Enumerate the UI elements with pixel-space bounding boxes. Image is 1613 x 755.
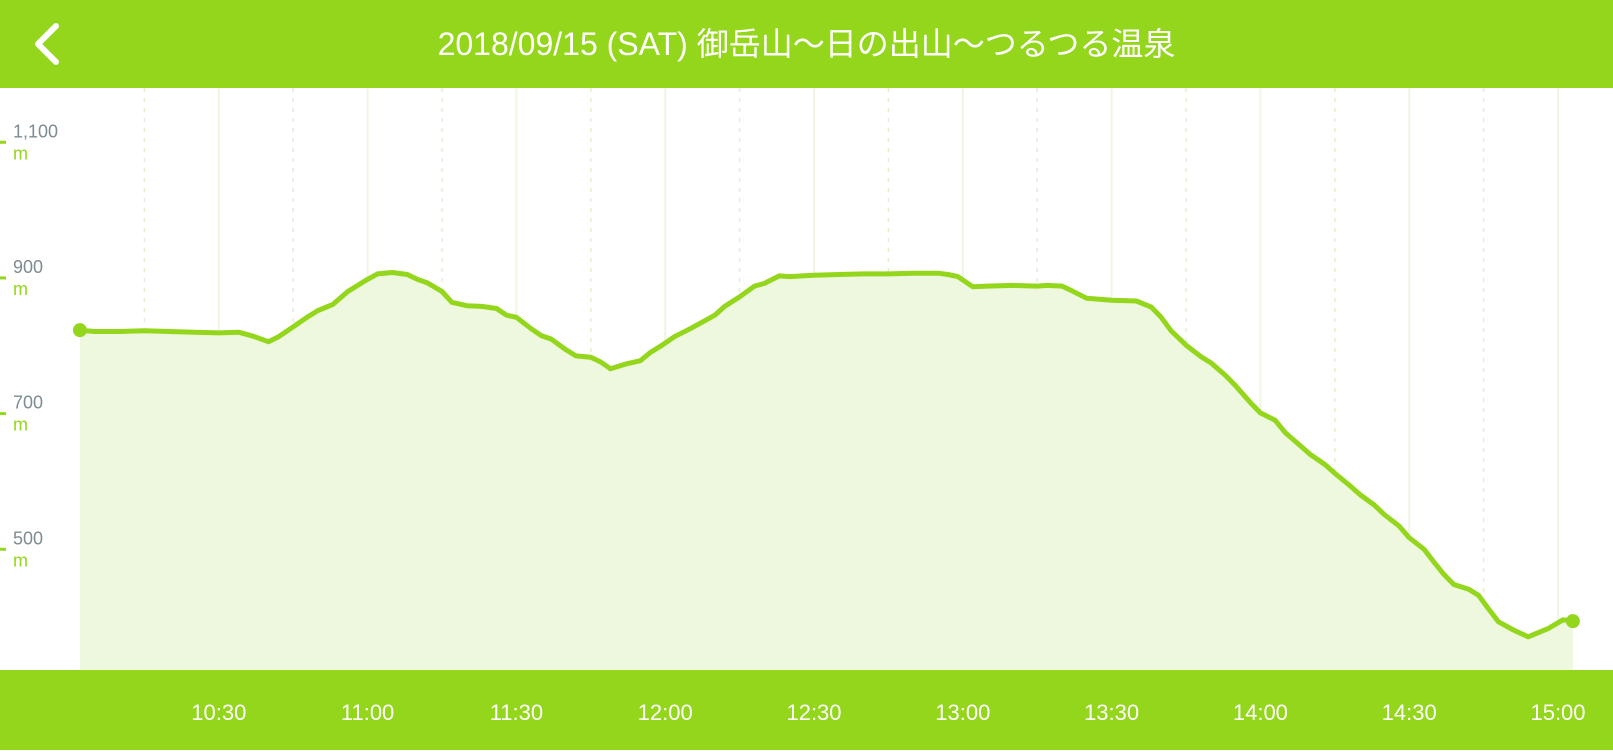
y-unit-label: m: [13, 143, 28, 163]
x-tick-label: 11:00: [341, 700, 394, 725]
plot-layer: [72, 270, 1580, 670]
y-tick-label: 700: [13, 393, 43, 413]
elevation-area: [79, 272, 1573, 670]
elevation-chart: 1,100 m 900 m 700 m 500 m: [0, 88, 1613, 670]
page-title: 2018/09/15 (SAT) 御岳山〜日の出山〜つるつる温泉: [437, 26, 1176, 62]
x-tick-label: 13:30: [1084, 700, 1139, 725]
x-axis: 10:30 11:00 11:30 12:00 12:30 13:00 13:30 14:00…: [191, 700, 1585, 725]
end-point: [1565, 614, 1580, 629]
chevron-left-icon: [35, 23, 59, 65]
x-axis-bar: 10:30 11:00 11:30 12:00 12:30 13:00 13:30 14:00…: [0, 670, 1613, 750]
x-tick-label: 14:30: [1382, 700, 1437, 725]
x-tick-label: 13:00: [935, 700, 990, 725]
y-tick-label: 500: [13, 528, 43, 548]
y-unit-label: m: [13, 550, 28, 570]
x-tick-label: 12:00: [638, 700, 693, 725]
header: 2018/09/15 (SAT) 御岳山〜日の出山〜つるつる温泉: [0, 0, 1613, 88]
x-tick-label: 10:30: [191, 700, 246, 725]
start-point: [72, 323, 87, 338]
y-tick-label: 1,100: [13, 121, 58, 141]
x-tick-label: 15:00: [1530, 700, 1585, 725]
y-unit-label: m: [13, 415, 28, 435]
x-tick-label: 11:30: [490, 700, 543, 725]
x-tick-label: 12:30: [786, 700, 841, 725]
y-tick-label: 900: [13, 257, 43, 277]
y-unit-label: m: [13, 279, 28, 299]
elevation-line: [77, 270, 1576, 640]
back-button[interactable]: [18, 14, 78, 74]
x-tick-label: 14:00: [1233, 700, 1288, 725]
